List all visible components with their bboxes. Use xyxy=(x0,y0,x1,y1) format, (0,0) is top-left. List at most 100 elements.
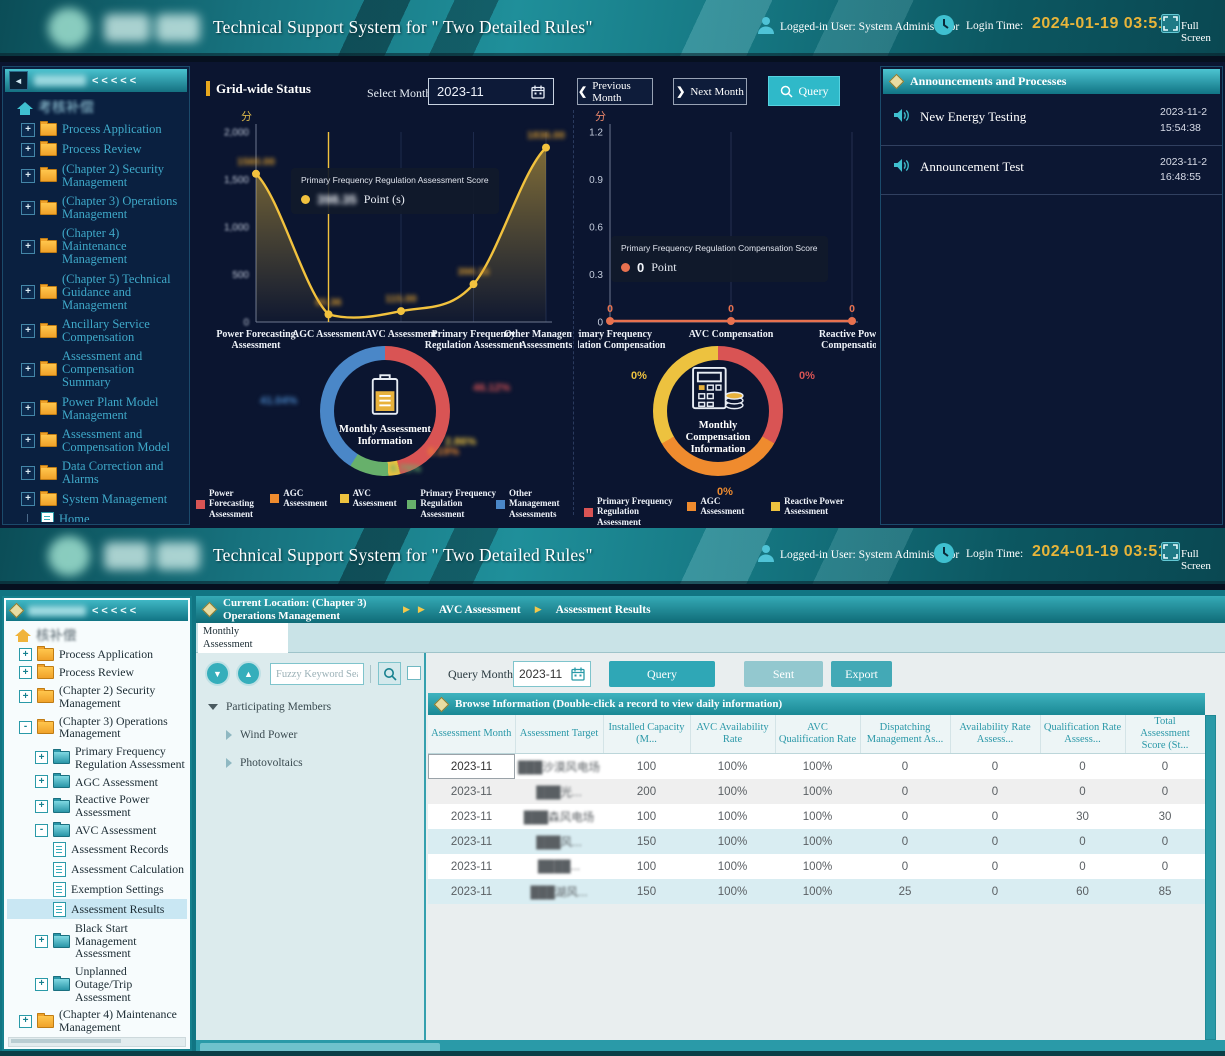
collapse-arrow-icon[interactable]: ◄ xyxy=(9,71,28,90)
expand-icon[interactable]: + xyxy=(21,492,35,506)
tree-item-home[interactable]: Home xyxy=(7,509,187,522)
sent-button[interactable]: Sent xyxy=(744,661,823,687)
tree-root[interactable]: 考核补偿 xyxy=(7,99,187,120)
tree-item[interactable]: +Assessment and Compensation Summary xyxy=(7,347,187,392)
table-row[interactable]: 2023-11███沙漠风电场100100%100%0000 xyxy=(428,754,1205,780)
members-item-wind-power[interactable]: Wind Power xyxy=(196,721,422,749)
tree-item[interactable]: +AGC Assessment xyxy=(7,773,187,791)
expand-icon[interactable]: + xyxy=(21,363,35,377)
legend-item[interactable]: AGC Assessment xyxy=(687,496,757,517)
tree-item[interactable]: +Reactive Power Assessment xyxy=(7,791,187,821)
members-root[interactable]: Participating Members xyxy=(196,693,422,721)
tree-item[interactable]: +Black Start Management Assessment xyxy=(7,919,187,962)
sidebar-collapse-bar[interactable]: ◄ <<<<< xyxy=(5,69,187,92)
tree-item[interactable]: +System Management xyxy=(7,489,187,509)
search-button[interactable] xyxy=(378,662,401,685)
tree-item[interactable]: +(Chapter 2) Security Management xyxy=(7,682,187,712)
tree-item[interactable]: +Process Application xyxy=(7,120,187,140)
fullscreen-label[interactable]: Full Screen xyxy=(1181,20,1225,44)
expand-icon[interactable]: + xyxy=(35,775,48,788)
expand-icon[interactable]: + xyxy=(35,751,48,764)
expand-icon[interactable]: + xyxy=(21,169,35,183)
next-month-button[interactable]: ❯ Next Month xyxy=(673,78,747,105)
tree-item[interactable]: +(Chapter 4) Maintenance Management xyxy=(7,1006,187,1036)
expand-icon[interactable]: + xyxy=(21,285,35,299)
previous-month-button[interactable]: ❮ Previous Month xyxy=(577,78,653,105)
tree-item[interactable]: +Process Review xyxy=(7,140,187,160)
tree-item[interactable]: +Primary Frequency Regulation Assessment xyxy=(7,743,187,773)
announcement-row[interactable]: Announcement Test2023-11-216:48:55 xyxy=(881,146,1222,196)
tree-item[interactable]: +Ancillary Service Compensation xyxy=(7,315,187,347)
column-header[interactable]: Assessment Month xyxy=(428,715,515,754)
table-row[interactable]: 2023-11███森风电场100100%100%003030 xyxy=(428,804,1205,829)
query-button[interactable]: Query xyxy=(768,76,840,106)
announcement-row[interactable]: New Energy Testing2023-11-215:54:38 xyxy=(881,96,1222,146)
column-header[interactable]: AVC Availability Rate xyxy=(690,715,775,754)
expand-icon[interactable]: + xyxy=(21,324,35,338)
column-header[interactable]: Dispatching Management As... xyxy=(860,715,950,754)
column-header[interactable]: Installed Capacity (M... xyxy=(603,715,690,754)
expand-all-button[interactable]: ▼ xyxy=(205,661,230,686)
tree-expanded-icon[interactable] xyxy=(208,704,218,710)
expand-icon[interactable]: + xyxy=(35,978,48,991)
tree-item[interactable]: +Process Review xyxy=(7,664,187,682)
legend-item[interactable]: Power Forecasting Assessment xyxy=(196,488,270,519)
expand-icon[interactable]: + xyxy=(35,935,48,948)
table-row[interactable]: 2023-11███湖风...150100%100%2506085 xyxy=(428,879,1205,904)
table-row[interactable]: 2023-11███风...150100%100%0000 xyxy=(428,829,1205,854)
breadcrumb-item[interactable]: AVC Assessment xyxy=(439,604,521,616)
column-header[interactable]: Availability Rate Assess... xyxy=(950,715,1040,754)
collapse-icon[interactable]: - xyxy=(19,721,32,734)
tree-leaf-assessment-records[interactable]: Assessment Records xyxy=(7,839,187,859)
tree-item[interactable]: +Unplanned Outage/Trip Assessment xyxy=(7,963,187,1006)
column-header[interactable]: Qualification Rate Assess... xyxy=(1040,715,1125,754)
tree-root[interactable]: 核补偿 xyxy=(7,626,187,646)
select-checkbox[interactable] xyxy=(407,666,421,680)
expand-icon[interactable]: + xyxy=(21,402,35,416)
tree-item[interactable]: +(Chapter 2) Security Management xyxy=(7,160,187,192)
tree-item[interactable]: +Assessment and Compensation Model xyxy=(7,425,187,457)
expand-icon[interactable]: + xyxy=(21,143,35,157)
legend-item[interactable]: AVC Assessment xyxy=(340,488,408,509)
query-month-picker[interactable]: 2023-11 xyxy=(513,661,591,687)
legend-item[interactable]: Primary Frequency Regulation Assessment xyxy=(407,488,496,519)
horizontal-scrollbar[interactable] xyxy=(8,1037,186,1047)
tree-collapsed-icon[interactable] xyxy=(226,758,232,768)
collapse-chevrons[interactable]: <<<<< xyxy=(92,75,139,87)
members-item-photovoltaics[interactable]: Photovoltaics xyxy=(196,749,422,777)
tree-leaf-assessment-results[interactable]: Assessment Results xyxy=(7,899,187,919)
legend-item[interactable]: Primary Frequency Regulation Assessment xyxy=(584,496,673,527)
expand-icon[interactable]: + xyxy=(19,666,32,679)
expand-icon[interactable]: + xyxy=(21,240,35,254)
breadcrumb-item[interactable]: Assessment Results xyxy=(556,604,651,616)
collapse-icon[interactable]: - xyxy=(35,824,48,837)
collapse-chevrons[interactable]: <<<<< xyxy=(92,605,139,617)
tree-item[interactable]: +Process Application xyxy=(7,646,187,664)
scrollbar-thumb[interactable] xyxy=(11,1039,121,1043)
fullscreen-icon[interactable] xyxy=(1161,14,1180,38)
column-header[interactable]: AVC Qualification Rate xyxy=(775,715,860,754)
tree-item[interactable]: +Data Correction and Alarms xyxy=(7,457,187,489)
query-button[interactable]: Query xyxy=(609,661,715,687)
expand-icon[interactable]: + xyxy=(21,466,35,480)
tree-leaf-exemption-settings[interactable]: Exemption Settings xyxy=(7,879,187,899)
column-header[interactable]: Total Assessment Score (St... xyxy=(1125,715,1205,754)
tree-item[interactable]: -(Chapter 3) Operations Management xyxy=(7,712,187,742)
fullscreen-icon[interactable] xyxy=(1161,542,1180,566)
expand-icon[interactable]: + xyxy=(21,201,35,215)
fullscreen-label[interactable]: Full Screen xyxy=(1181,548,1225,572)
table-row[interactable]: 2023-11███光...200100%100%0000 xyxy=(428,779,1205,804)
tree-collapsed-icon[interactable] xyxy=(226,730,232,740)
tab-monthly-assessment-results[interactable]: Monthly Assessment Results xyxy=(198,623,288,653)
tree-leaf-assessment-calculation[interactable]: Assessment Calculation xyxy=(7,859,187,879)
month-picker[interactable]: 2023-11 xyxy=(428,78,554,105)
expand-icon[interactable]: + xyxy=(19,648,32,661)
export-button[interactable]: Export xyxy=(831,661,892,687)
tree-item[interactable]: +(Chapter 5) Technical Guidance and Mana… xyxy=(7,270,187,315)
sidebar-collapse-bar[interactable]: <<<<< xyxy=(6,600,188,621)
vertical-scrollbar[interactable] xyxy=(1205,715,1216,1040)
expand-icon[interactable]: + xyxy=(35,800,48,813)
expand-icon[interactable]: + xyxy=(19,690,32,703)
tree-item[interactable]: +(Chapter 4) Maintenance Management xyxy=(7,224,187,269)
collapse-all-button[interactable]: ▲ xyxy=(236,661,261,686)
